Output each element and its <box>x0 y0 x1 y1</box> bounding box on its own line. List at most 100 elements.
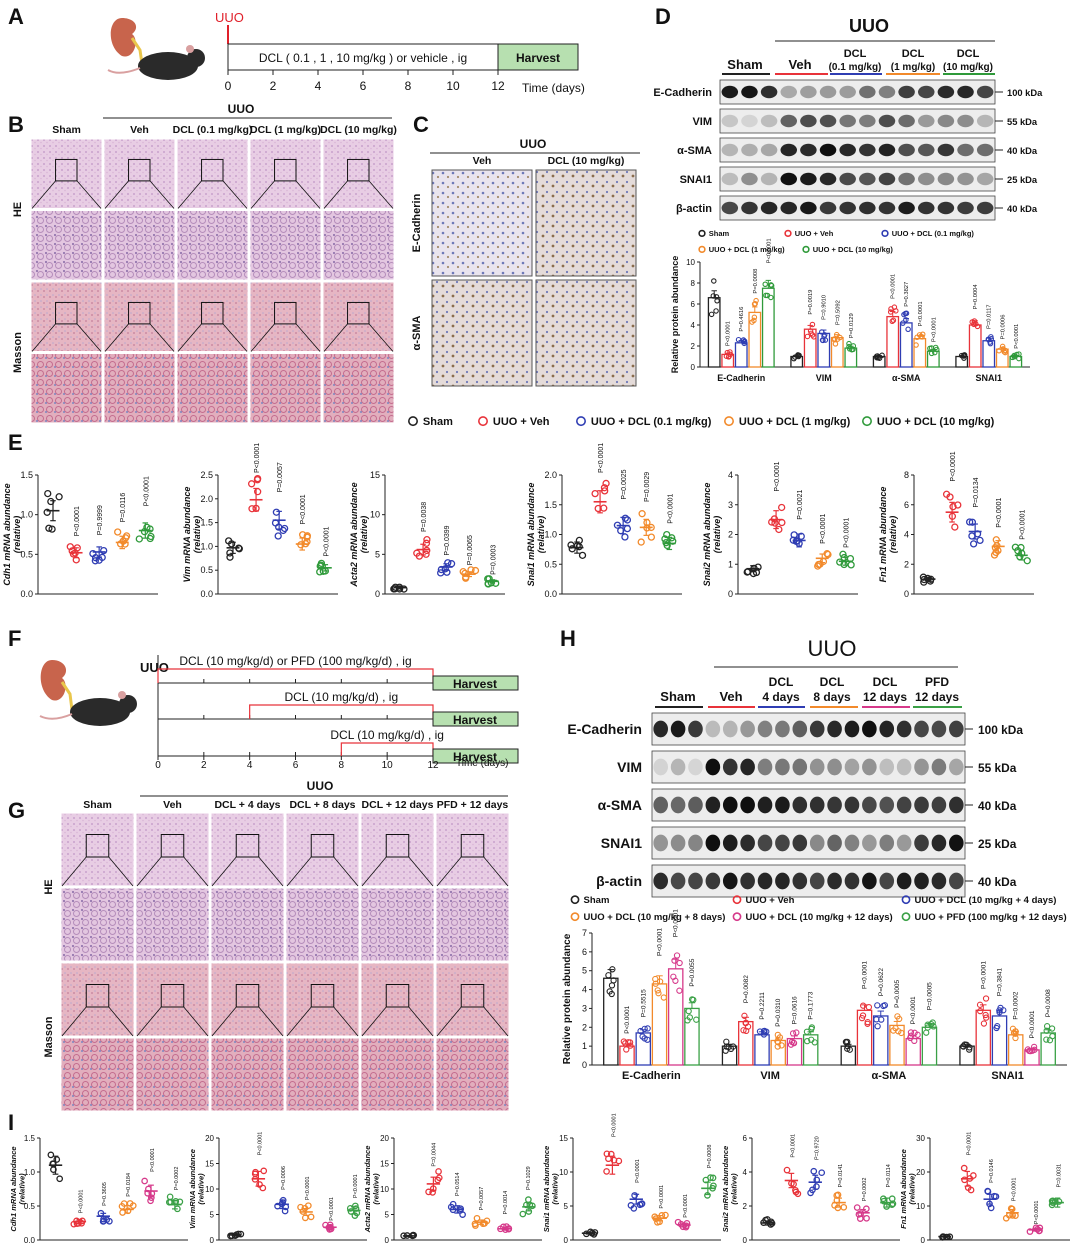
h-band <box>688 796 703 814</box>
g-low-mag-image <box>360 962 435 1037</box>
d-band <box>839 85 856 99</box>
b-row-label: HE <box>12 202 24 217</box>
data-point <box>722 1047 729 1054</box>
b-high-mag-image <box>30 353 103 424</box>
panel-label-i: I <box>8 1110 14 1135</box>
p-value-label: P=0.0117 <box>987 304 993 329</box>
h-legend-entry: UUO + DCL (10 mg/kg + 8 days) <box>584 912 726 923</box>
y-axis-label: Vim mRNA abundance <box>188 1149 197 1229</box>
g-group-label: Sham <box>83 799 112 811</box>
f-dosing-label: DCL (10 mg/kg/d) , ig <box>330 728 444 742</box>
panel-label-f: F <box>8 626 21 651</box>
h-legend-entry: UUO + DCL (10 mg/kg + 4 days) <box>915 895 1057 906</box>
data-point <box>44 489 52 498</box>
g-zoom-box <box>460 834 485 858</box>
data-point <box>135 535 143 543</box>
data-point <box>713 308 719 314</box>
d-band <box>976 201 994 215</box>
b-low-mag-image <box>322 138 395 209</box>
data-point <box>740 1027 747 1034</box>
p-value-label: P=0.0021 <box>797 489 804 519</box>
f-axis-label: Time (days) <box>456 758 508 769</box>
d-band <box>976 114 994 128</box>
data-point <box>789 1030 797 1037</box>
b-high-mag-image <box>30 210 103 281</box>
h-band <box>757 834 773 852</box>
c-uuo-label: UUO <box>520 137 547 151</box>
g-low-mag-image <box>135 962 210 1037</box>
g-zoom-box <box>235 984 260 1008</box>
data-point <box>804 333 811 340</box>
d-band <box>957 201 974 215</box>
d-band <box>741 85 758 99</box>
b-low-mag-image <box>30 138 103 209</box>
data-point <box>462 574 470 582</box>
h-band <box>722 796 738 814</box>
b-zoom-line <box>222 323 248 352</box>
h-band <box>670 872 686 890</box>
p-value-label: P=0.0057 <box>479 1187 485 1211</box>
y-tick-label: 15 <box>205 1160 214 1169</box>
h-group-label: DCL <box>820 675 845 689</box>
h-band <box>914 834 929 852</box>
p-value-label: P=0.0622 <box>878 968 885 996</box>
g-zoom-line <box>436 1006 462 1037</box>
d-kda-label: 25 kDa <box>1007 175 1038 185</box>
f-harvest-box <box>432 711 519 727</box>
g-zoom-line <box>286 1006 312 1037</box>
g-zoom-line <box>61 1006 87 1037</box>
y-tick-label: 2 <box>743 1202 748 1211</box>
p-value-label: P=0.3827 <box>904 282 910 307</box>
y-tick-label: 2 <box>582 1022 587 1032</box>
data-point <box>1049 1033 1056 1040</box>
b-high-mag-image <box>249 210 322 281</box>
b-high-mag-image <box>103 210 176 281</box>
h-blot-strip <box>651 788 966 822</box>
d-band <box>839 172 856 186</box>
data-point <box>832 336 838 342</box>
p-value-label: P=0.0616 <box>791 996 798 1024</box>
p-value-label: P=0.0005 <box>926 982 933 1010</box>
data-point <box>609 966 616 973</box>
p-value-label: P<0.0001 <box>891 274 897 299</box>
h-band <box>844 834 860 852</box>
g-zoom-box <box>310 984 335 1008</box>
d-legend-entry: UUO + DCL (10 mg/kg) <box>813 245 894 254</box>
p-value-label: P=0.0005 <box>894 979 901 1007</box>
e-legend-entry: UUO + DCL (1 mg/kg) <box>739 416 851 428</box>
p-value-label: P<0.0001 <box>329 1197 335 1221</box>
h-band <box>931 758 947 776</box>
d-legend-marker <box>698 229 706 238</box>
b-low-mag-image <box>103 281 176 352</box>
d-group-label: DCL <box>902 48 925 60</box>
d-band <box>859 85 876 99</box>
data-point <box>949 503 957 511</box>
h-group-label: 12 days <box>863 690 907 704</box>
h-legend-entry: UUO + PFD (100 mg/kg + 12 days) <box>915 912 1067 923</box>
e-legend-marker <box>408 416 418 427</box>
data-point <box>711 278 717 284</box>
data-point <box>844 1038 851 1045</box>
data-point <box>625 1039 632 1046</box>
bar <box>991 1015 1008 1066</box>
h-band <box>879 720 895 738</box>
data-point <box>390 585 398 593</box>
data-point <box>804 1038 811 1045</box>
panel-label-g: G <box>8 798 25 823</box>
y-axis-unit: (relative) <box>359 516 369 554</box>
data-point <box>924 1021 931 1028</box>
data-point <box>713 294 720 300</box>
bar <box>889 1024 905 1066</box>
y-axis-unit: (relative) <box>730 1173 739 1205</box>
b-zoom-line <box>31 180 56 209</box>
y-tick-label: 0 <box>564 1236 569 1245</box>
d-band <box>780 85 797 99</box>
h-kda-label: 100 kDa <box>978 723 1023 737</box>
h-band <box>914 758 929 776</box>
y-tick-label: 0 <box>385 1236 390 1245</box>
y-tick-label: 0 <box>921 1236 926 1245</box>
d-group-label: (0.1 mg/kg) <box>829 62 882 73</box>
data-point <box>988 336 995 342</box>
